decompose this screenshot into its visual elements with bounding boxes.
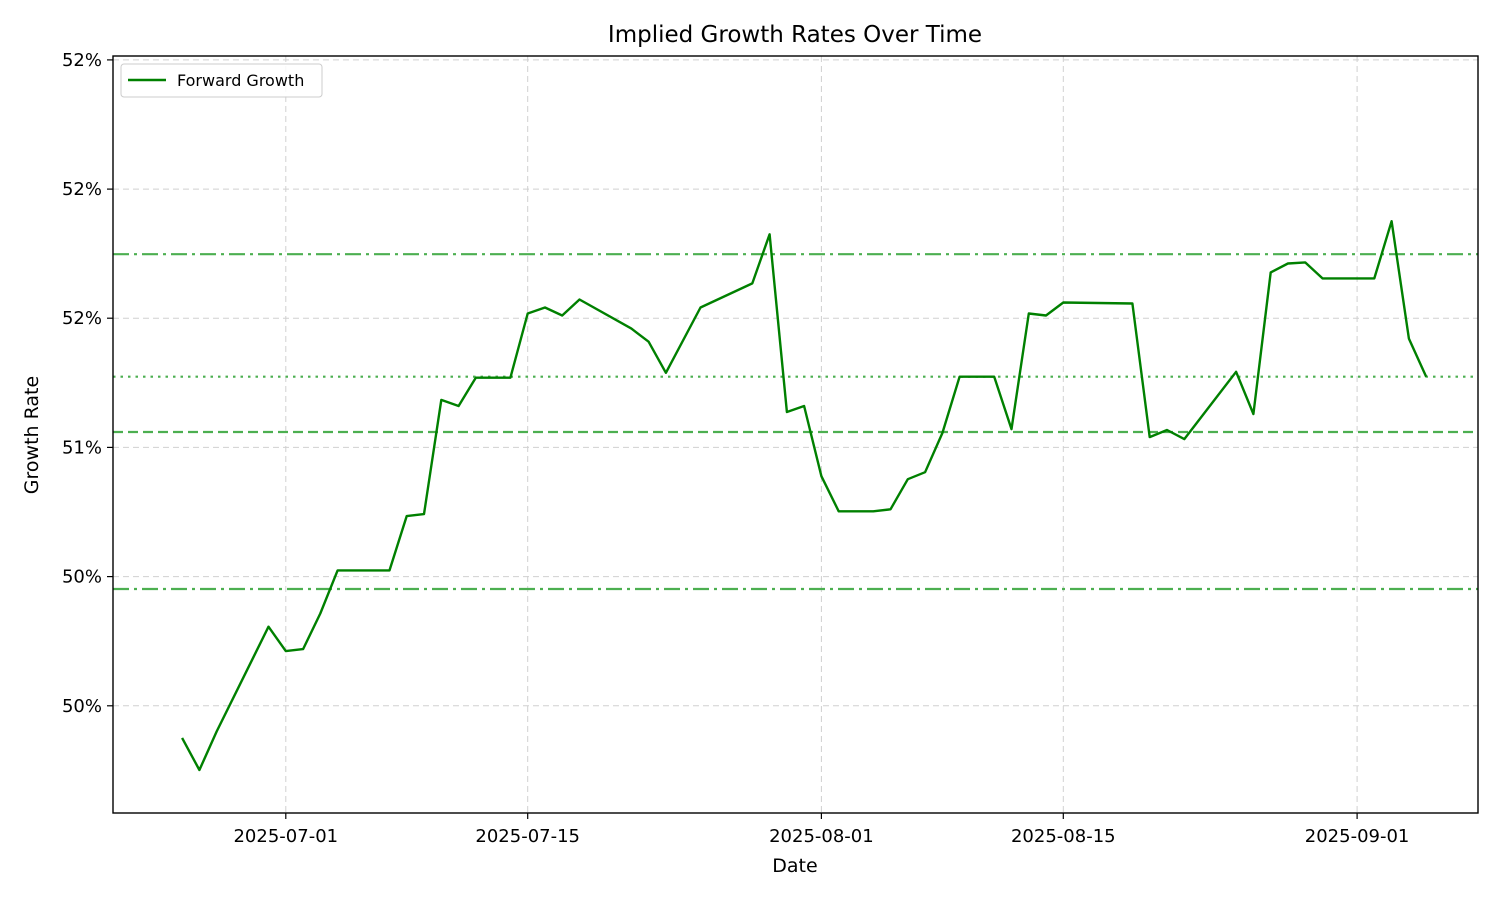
x-tick-label: 2025-09-01 bbox=[1305, 826, 1410, 847]
x-tick-label: 2025-08-15 bbox=[1011, 826, 1116, 847]
y-tick-label: 52% bbox=[62, 179, 102, 200]
y-axis-title: Growth Rate bbox=[21, 376, 43, 494]
y-axis: 52% 52% 52% 51% 50% 50% bbox=[62, 50, 113, 717]
x-tick-label: 2025-07-15 bbox=[475, 826, 580, 847]
x-axis: 2025-07-01 2025-07-15 2025-08-01 2025-08-15… bbox=[233, 813, 1409, 847]
series-layer bbox=[181, 219, 1428, 772]
x-tick-label: 2025-08-01 bbox=[769, 826, 874, 847]
series-line-forward-growth bbox=[181, 219, 1428, 772]
chart-title: Implied Growth Rates Over Time bbox=[608, 22, 982, 48]
y-tick-label: 52% bbox=[62, 308, 102, 329]
y-tick-label: 52% bbox=[62, 50, 102, 71]
x-tick-label: 2025-07-01 bbox=[233, 826, 338, 847]
legend: Forward Growth bbox=[120, 63, 323, 98]
y-tick-label: 50% bbox=[62, 696, 102, 717]
legend-box bbox=[120, 63, 323, 98]
x-axis-title: Date bbox=[772, 855, 817, 877]
grid-layer bbox=[113, 56, 1478, 813]
plot-frame bbox=[112, 55, 1479, 814]
legend-label: Forward Growth bbox=[177, 71, 304, 90]
y-tick-label: 50% bbox=[62, 567, 102, 588]
y-tick-label: 51% bbox=[62, 437, 102, 458]
reference-lines bbox=[113, 253, 1478, 591]
